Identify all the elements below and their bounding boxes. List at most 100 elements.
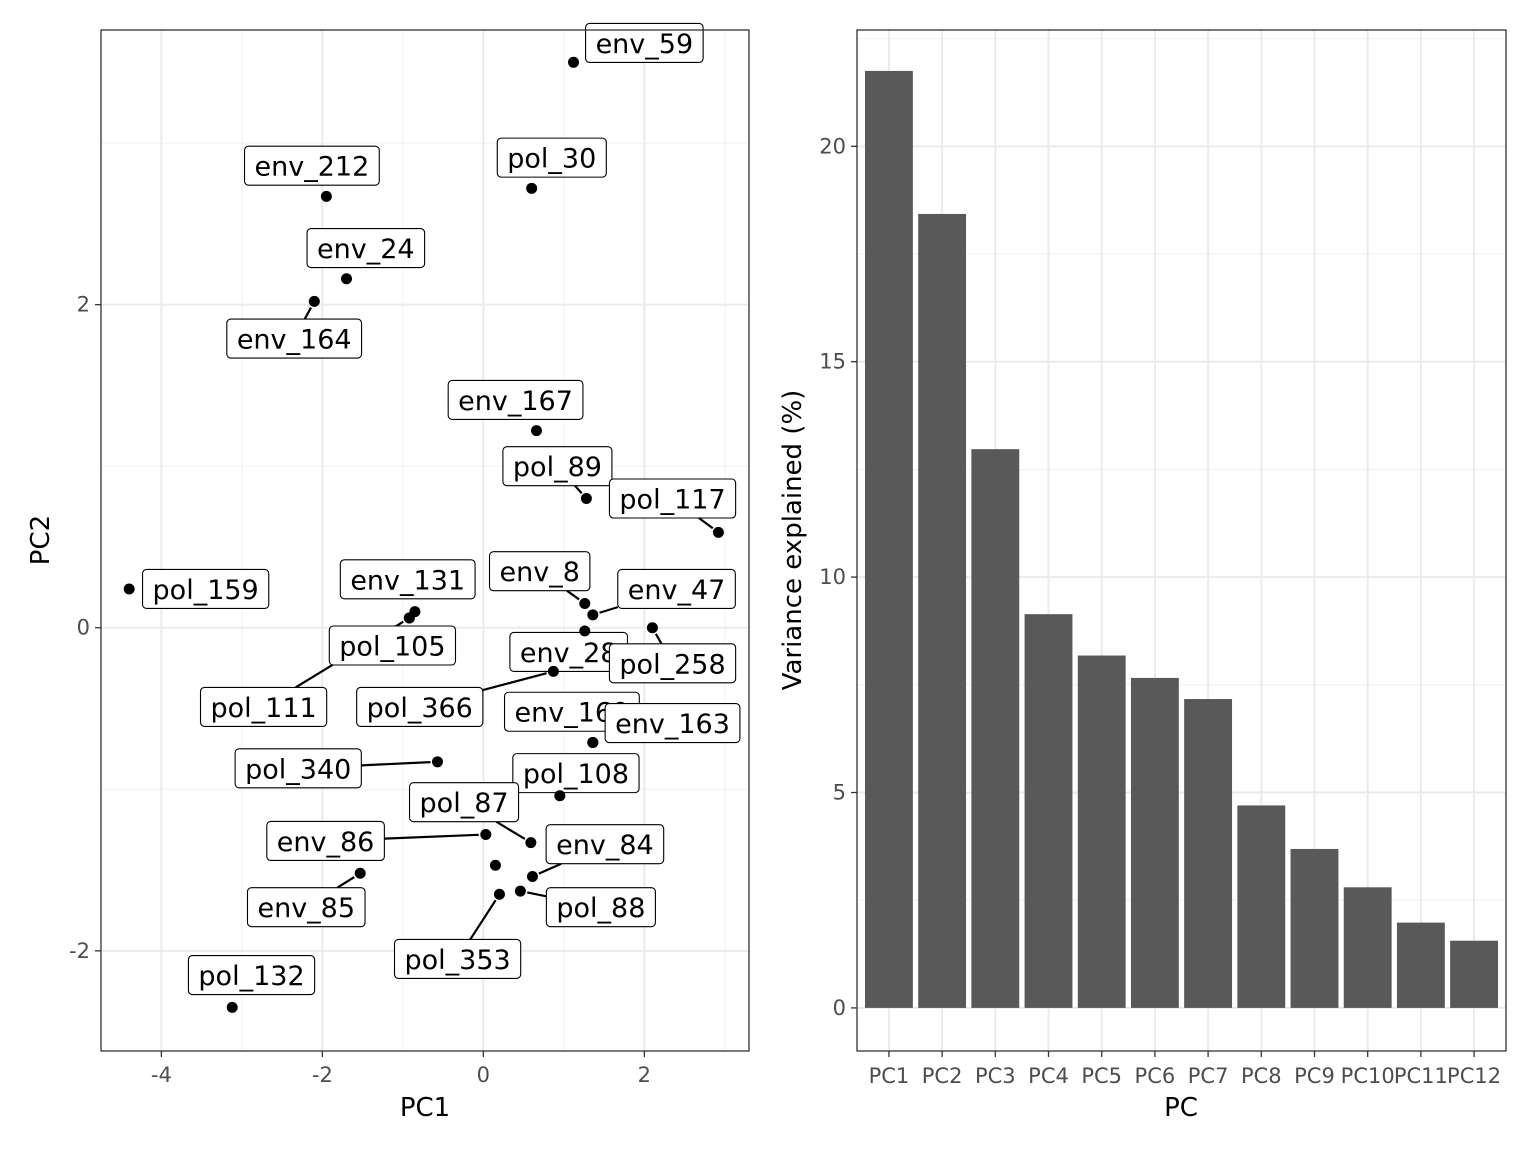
scatter-point-label: pol_89 — [502, 446, 613, 487]
scatter-leader-line — [303, 307, 312, 320]
scatter-leader-line — [495, 820, 526, 840]
bar-y-axis-title: Variance explained (%) — [778, 390, 808, 691]
scatter-label-box — [608, 478, 737, 519]
scatter-point — [226, 1001, 238, 1013]
scatter-label-box — [328, 625, 457, 666]
scatter-leader-line — [574, 484, 583, 495]
scatter-leader-line — [384, 833, 479, 840]
scatter-point-label: env_24 — [306, 228, 426, 269]
scatter-point-label: pol_105 — [328, 625, 457, 666]
bar-x-tick-label: PC3 — [975, 1064, 1016, 1088]
scatter-label-text: env_84 — [556, 830, 654, 861]
scatter-point-label: env_47 — [617, 568, 736, 610]
scatter-label-text: pol_366 — [367, 693, 473, 724]
scatter-point — [493, 888, 505, 900]
scatter-label-box — [393, 938, 522, 979]
scatter-point — [308, 295, 320, 307]
scatter-label-box — [604, 703, 741, 744]
scatter-label-text: pol_87 — [420, 788, 509, 819]
scatter-point — [579, 625, 591, 637]
scatter-label-text: env_28 — [520, 638, 618, 669]
bar-x-tick-label: PC12 — [1447, 1064, 1501, 1088]
bar-series — [864, 70, 1499, 1008]
bar-panel-border — [856, 29, 1507, 1052]
scatter-label-box — [187, 955, 316, 996]
scatter-point — [579, 598, 591, 610]
scatter-point — [480, 829, 492, 841]
scatter-point-label: env_164 — [226, 318, 363, 359]
scatter-point-label: env_163 — [604, 703, 741, 744]
bar-pc7 — [1184, 699, 1233, 1008]
scatter-label-box — [496, 137, 607, 178]
bar-pc11 — [1396, 922, 1445, 1008]
bar-x-tick-label: PC4 — [1028, 1064, 1069, 1088]
scatter-point-label: env_131 — [339, 559, 476, 600]
scatter-gridlines — [101, 30, 749, 1051]
scatter-leader-line — [361, 761, 431, 767]
scatter-label-box — [512, 753, 640, 794]
scatter-point-label: env_86 — [266, 820, 385, 862]
scatter-label-box — [447, 379, 584, 421]
scatter-point-label: pol_132 — [187, 955, 316, 996]
scatter-label-text: env_85 — [257, 893, 355, 924]
scatter-point-label: pol_353 — [393, 938, 522, 979]
scatter-point-label: env_85 — [246, 887, 366, 928]
bar-y-tick-label: 15 — [819, 350, 846, 374]
scatter-label-box — [141, 568, 270, 610]
scatter-label-box — [199, 686, 328, 727]
scatter-y-tick-label: -2 — [69, 939, 90, 963]
scatter-point — [712, 526, 724, 538]
scatter-label-text: env_167 — [458, 386, 573, 417]
scatter-label-text: pol_88 — [556, 893, 645, 924]
scatter-labels: env_59 pol_30 env_212 env_24 env_164 env_167p… — [141, 22, 741, 996]
scatter-label-text: pol_108 — [523, 759, 629, 790]
scatter-label-box — [408, 782, 520, 823]
scatter-leader-line — [469, 899, 497, 941]
scatter-label-box — [608, 643, 737, 684]
scatter-point-label: env_84 — [545, 824, 665, 865]
scatter-label-box — [226, 318, 363, 359]
scatter-label-text: env_212 — [255, 152, 370, 183]
scatter-point-label: pol_258 — [608, 643, 737, 684]
scatter-point — [123, 583, 135, 595]
scatter-label-text: env_164 — [237, 325, 352, 356]
bar-x-tick-label: PC7 — [1188, 1064, 1229, 1088]
scatter-label-box — [306, 228, 426, 269]
scatter-label-box — [234, 748, 362, 789]
bar-pc10 — [1343, 887, 1392, 1008]
scatter-leader-line — [538, 862, 562, 875]
scatter-label-box — [339, 559, 476, 600]
scatter-point — [320, 190, 332, 202]
scatter-label-text: pol_340 — [245, 754, 351, 785]
scatter-leader-line — [654, 633, 663, 645]
scatter-label-text: env_163 — [615, 709, 730, 740]
scatter-point — [431, 756, 443, 768]
bar-pc1 — [864, 70, 913, 1008]
scatter-point — [489, 859, 501, 871]
scatter-label-text: pol_159 — [153, 575, 259, 606]
scatter-point-label: env_212 — [243, 145, 380, 186]
scatter-label-box — [545, 824, 665, 865]
scatter-label-box — [243, 145, 380, 186]
scatter-point — [587, 736, 599, 748]
scatter-point — [580, 492, 592, 504]
scatter-panel-border — [100, 29, 750, 1052]
scatter-point-label: pol_111 — [199, 686, 328, 727]
scatter-label-box — [502, 446, 613, 487]
scatter-x-tick-label: 0 — [477, 1063, 490, 1087]
scatter-panel: env_59 pol_30 env_212 env_24 env_164 env_167p… — [26, 22, 750, 1123]
scatter-leader-line — [336, 876, 355, 889]
scatter-label-text: env_59 — [596, 29, 694, 60]
scatter-label-text: pol_117 — [619, 484, 725, 515]
scatter-x-tick-label: -4 — [151, 1063, 172, 1087]
bar-pc8 — [1237, 805, 1286, 1008]
scatter-points: env_59 pol_30 env_212 env_24 env_164 env_167p… — [123, 22, 741, 1013]
bar-y-tick-label: 0 — [833, 996, 846, 1020]
scatter-label-text: env_131 — [350, 565, 465, 596]
scatter-point — [547, 665, 559, 677]
scatter-y-axis-title: PC2 — [26, 515, 56, 565]
bar-pc2 — [918, 213, 967, 1008]
scatter-point-label: pol_108 — [512, 753, 640, 794]
